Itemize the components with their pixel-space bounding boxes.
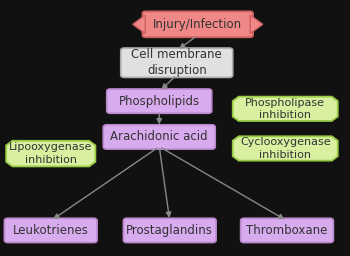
FancyBboxPatch shape — [4, 218, 97, 243]
Polygon shape — [250, 15, 263, 34]
FancyBboxPatch shape — [103, 125, 215, 149]
Polygon shape — [233, 136, 338, 161]
Text: Phospholipase
inhibition: Phospholipase inhibition — [245, 98, 325, 120]
Text: Phospholipids: Phospholipids — [119, 95, 200, 108]
FancyBboxPatch shape — [142, 11, 253, 37]
Text: Lipooxygenase
inhibition: Lipooxygenase inhibition — [9, 142, 92, 165]
Text: Thromboxane: Thromboxane — [246, 224, 328, 237]
Text: Leukotrienes: Leukotrienes — [13, 224, 89, 237]
FancyBboxPatch shape — [121, 48, 233, 77]
Polygon shape — [6, 141, 95, 166]
Text: Prostaglandins: Prostaglandins — [126, 224, 213, 237]
Text: Cell membrane
disruption: Cell membrane disruption — [131, 48, 222, 77]
FancyBboxPatch shape — [123, 218, 216, 243]
Polygon shape — [133, 15, 145, 34]
Text: Arachidonic acid: Arachidonic acid — [111, 131, 208, 143]
Text: Injury/Infection: Injury/Infection — [153, 18, 242, 31]
Text: Cyclooxygenase
inhibition: Cyclooxygenase inhibition — [240, 137, 330, 160]
FancyBboxPatch shape — [241, 218, 333, 243]
FancyBboxPatch shape — [107, 89, 212, 113]
Polygon shape — [233, 97, 338, 121]
